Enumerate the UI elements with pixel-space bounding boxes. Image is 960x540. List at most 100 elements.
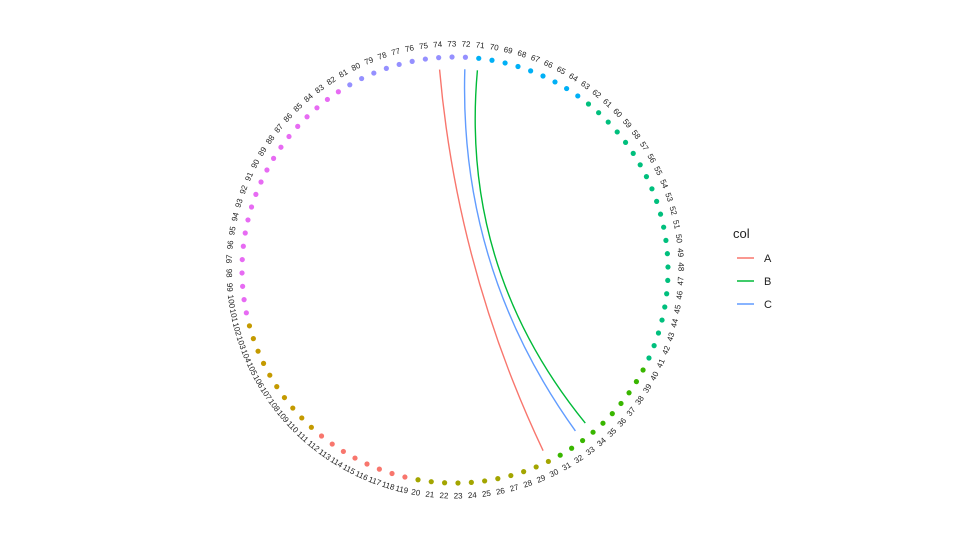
node-21 xyxy=(428,479,434,485)
node-54 xyxy=(649,186,655,192)
node-103 xyxy=(250,336,256,342)
node-label-33: 33 xyxy=(584,444,597,457)
node-label-67: 67 xyxy=(529,53,541,65)
node-77 xyxy=(396,61,402,68)
legend-label-B: B xyxy=(764,276,771,288)
node-label-53: 53 xyxy=(663,192,675,204)
node-83 xyxy=(324,96,331,103)
node-56 xyxy=(637,162,643,168)
node-label-43: 43 xyxy=(665,331,676,343)
node-label-89: 89 xyxy=(256,145,269,158)
node-66 xyxy=(540,73,546,79)
node-74 xyxy=(436,55,442,61)
node-33 xyxy=(579,437,586,444)
node-90 xyxy=(264,167,270,173)
node-label-91: 91 xyxy=(243,170,255,182)
node-label-36: 36 xyxy=(616,416,629,429)
node-label-55: 55 xyxy=(652,165,664,177)
node-40 xyxy=(640,367,646,373)
node-94 xyxy=(245,217,251,223)
node-label-58: 58 xyxy=(630,128,643,141)
node-116 xyxy=(364,461,370,467)
node-72 xyxy=(462,54,469,60)
node-label-31: 31 xyxy=(561,460,574,472)
node-label-85: 85 xyxy=(292,101,305,114)
node-47 xyxy=(665,277,671,284)
node-label-57: 57 xyxy=(638,140,651,153)
node-79 xyxy=(371,70,377,76)
node-69 xyxy=(502,60,508,66)
node-86 xyxy=(295,123,301,129)
node-label-40: 40 xyxy=(648,370,660,383)
node-label-41: 41 xyxy=(655,357,667,369)
node-label-81: 81 xyxy=(337,67,350,79)
node-label-94: 94 xyxy=(230,211,241,222)
node-label-28: 28 xyxy=(522,478,534,490)
node-label-77: 77 xyxy=(390,46,401,57)
node-59 xyxy=(614,129,620,135)
node-30 xyxy=(545,458,551,465)
node-102 xyxy=(246,323,253,329)
node-60 xyxy=(605,119,611,125)
node-36 xyxy=(609,411,615,417)
node-89 xyxy=(270,155,277,161)
node-label-99: 99 xyxy=(225,283,235,293)
node-24 xyxy=(468,479,474,485)
node-label-88: 88 xyxy=(264,133,277,146)
node-label-21: 21 xyxy=(425,490,435,500)
node-label-69: 69 xyxy=(503,45,514,56)
node-35 xyxy=(600,420,606,426)
node-106 xyxy=(267,372,273,378)
node-label-93: 93 xyxy=(233,197,244,209)
node-70 xyxy=(489,57,495,63)
nodes-layer xyxy=(239,54,671,486)
node-label-34: 34 xyxy=(595,435,608,448)
node-label-71: 71 xyxy=(475,40,485,50)
node-label-49: 49 xyxy=(676,248,686,258)
node-45 xyxy=(662,304,668,310)
node-label-48: 48 xyxy=(676,262,685,272)
node-44 xyxy=(659,317,665,323)
node-label-44: 44 xyxy=(669,317,680,328)
node-28 xyxy=(521,469,527,475)
node-label-75: 75 xyxy=(419,41,430,51)
node-label-63: 63 xyxy=(579,79,592,92)
node-62 xyxy=(585,101,592,107)
node-111 xyxy=(308,424,314,430)
node-label-39: 39 xyxy=(641,382,654,395)
node-label-45: 45 xyxy=(672,304,683,315)
edges-layer xyxy=(438,69,586,451)
node-52 xyxy=(657,211,664,217)
node-85 xyxy=(304,114,310,120)
node-label-84: 84 xyxy=(302,91,315,104)
node-42 xyxy=(651,343,657,349)
node-20 xyxy=(415,477,421,483)
node-label-76: 76 xyxy=(404,43,415,54)
node-76 xyxy=(409,58,415,64)
node-label-61: 61 xyxy=(601,97,614,110)
node-78 xyxy=(383,65,389,71)
legend-items: ABC xyxy=(737,253,772,311)
node-label-87: 87 xyxy=(273,122,286,135)
node-label-51: 51 xyxy=(671,219,682,230)
node-label-95: 95 xyxy=(227,225,238,236)
node-label-74: 74 xyxy=(433,40,443,50)
node-65 xyxy=(552,79,558,85)
node-labels-layer: 20 21 22 23 24 25 26 27 28 29 30313233343536373839… xyxy=(224,39,685,500)
node-label-25: 25 xyxy=(481,489,492,499)
node-119 xyxy=(402,474,408,480)
node-87 xyxy=(286,133,292,140)
node-57 xyxy=(630,150,636,156)
node-label-62: 62 xyxy=(590,88,603,101)
legend-label-C: C xyxy=(764,299,772,311)
node-88 xyxy=(278,144,284,150)
node-97 xyxy=(239,256,245,263)
node-label-37: 37 xyxy=(625,405,638,418)
node-110 xyxy=(299,415,305,421)
node-label-52: 52 xyxy=(668,205,679,216)
node-label-83: 83 xyxy=(313,82,326,95)
node-100 xyxy=(241,297,247,303)
node-73 xyxy=(449,54,455,60)
node-label-56: 56 xyxy=(645,152,657,165)
